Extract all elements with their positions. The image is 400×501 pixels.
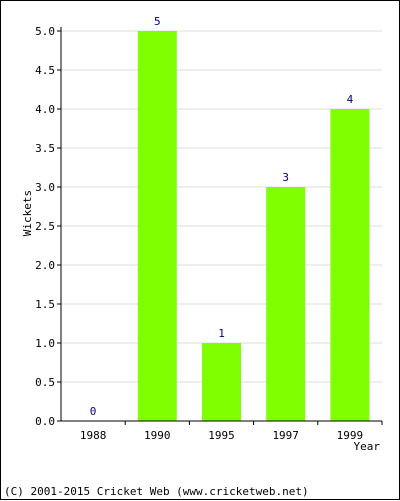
bar-value-label: 4 — [347, 93, 354, 106]
y-tick-label: 4.5 — [35, 64, 55, 77]
y-tick-label: 5.0 — [35, 25, 55, 38]
x-tick-label: 1988 — [80, 429, 107, 442]
x-tick-label: 1997 — [272, 429, 299, 442]
y-axis-label: Wickets — [21, 190, 34, 236]
bar-1990 — [137, 31, 177, 421]
y-tick-label: 2.0 — [35, 259, 55, 272]
bar-1999 — [330, 109, 370, 421]
bar-1997 — [266, 187, 306, 421]
bar-value-label: 3 — [282, 171, 289, 184]
y-tick-label: 0.5 — [35, 376, 55, 389]
bar-value-label: 1 — [218, 327, 225, 340]
y-tick-label: 1.5 — [35, 298, 55, 311]
bar-value-label: 0 — [90, 405, 97, 418]
grid-lines — [61, 30, 382, 383]
bar-value-label: 5 — [154, 15, 161, 28]
y-tick-label: 0.0 — [35, 415, 55, 428]
bar-1995 — [202, 343, 241, 421]
y-tick-label: 3.5 — [35, 142, 55, 155]
x-tick-label: 1995 — [208, 429, 235, 442]
y-tick-label: 1.0 — [35, 337, 55, 350]
bars — [137, 31, 370, 421]
x-tick-label: 1999 — [337, 429, 364, 442]
axes — [57, 27, 383, 425]
y-tick-label: 4.0 — [35, 103, 55, 116]
labels: 0.0 0.5 1.0 1.5 2.0 2.5 3.0 3.5 4.0 4.5 5.0 0 1988 5 1… — [35, 15, 363, 442]
x-axis-label: Year — [354, 440, 381, 453]
x-tick-label: 1990 — [144, 429, 171, 442]
y-tick-label: 3.0 — [35, 181, 55, 194]
y-tick-label: 2.5 — [35, 220, 55, 233]
copyright-footer: (C) 2001-2015 Cricket Web (www.cricketwe… — [4, 485, 309, 498]
